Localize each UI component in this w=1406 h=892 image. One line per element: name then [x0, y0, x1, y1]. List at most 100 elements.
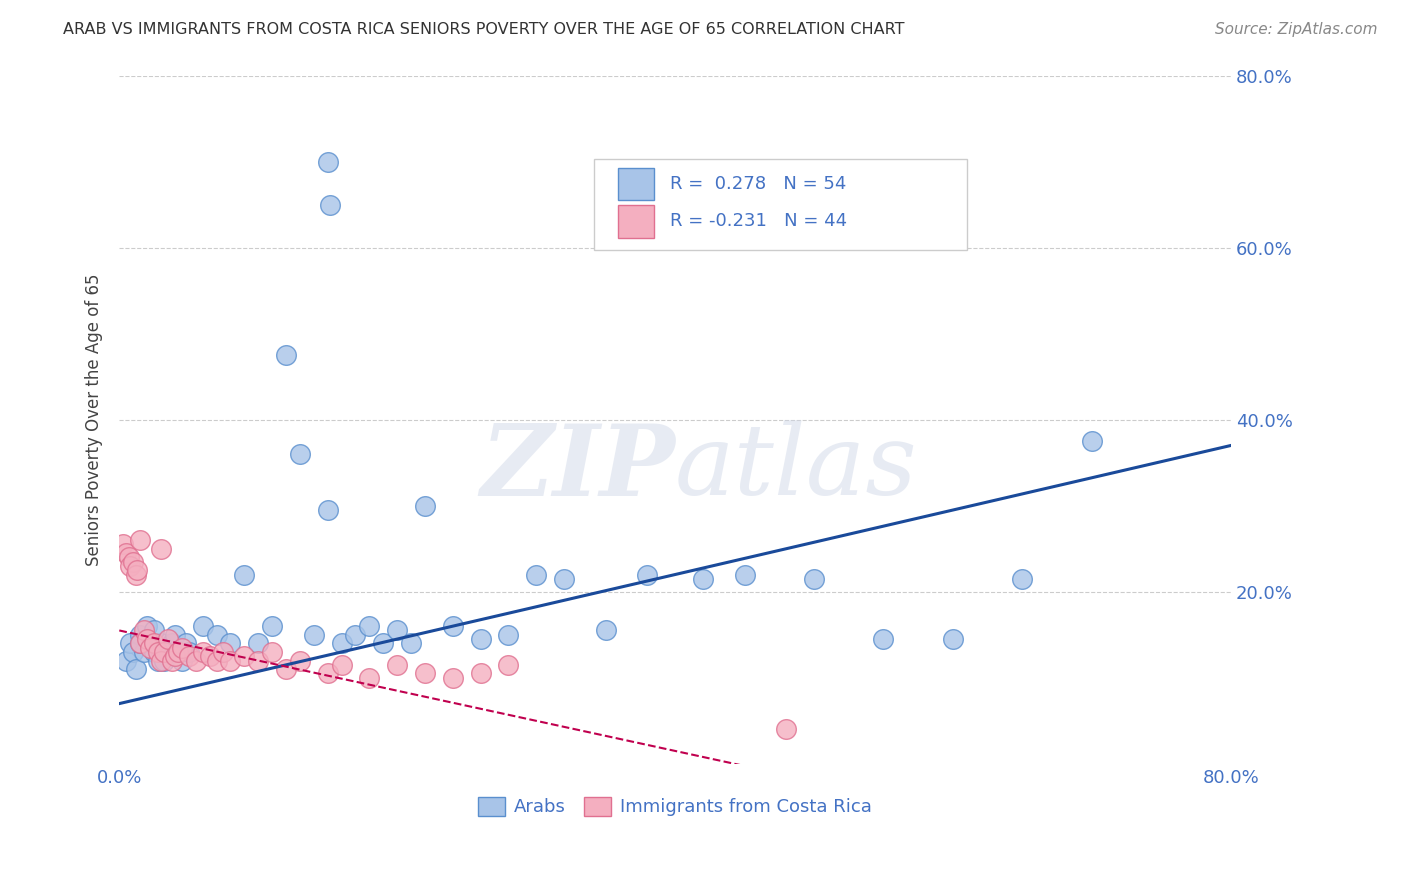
Point	[129, 636, 152, 650]
Text: R =  0.278   N = 54: R = 0.278 N = 54	[669, 175, 846, 194]
Point	[316, 666, 339, 681]
Point	[274, 662, 297, 676]
Point	[136, 632, 159, 646]
Point	[330, 636, 353, 650]
Point	[125, 567, 148, 582]
Point	[274, 348, 297, 362]
Point	[302, 628, 325, 642]
Point	[288, 654, 311, 668]
Point	[143, 645, 166, 659]
Point	[148, 645, 170, 659]
Point	[524, 567, 547, 582]
Point	[205, 654, 228, 668]
Point	[163, 649, 186, 664]
Point	[122, 555, 145, 569]
Point	[734, 567, 756, 582]
Point	[143, 624, 166, 638]
Point	[775, 723, 797, 737]
Point	[373, 636, 395, 650]
Point	[143, 636, 166, 650]
Point	[595, 624, 617, 638]
Point	[160, 654, 183, 668]
Point	[498, 657, 520, 672]
Point	[136, 619, 159, 633]
Point	[163, 628, 186, 642]
Point	[184, 654, 207, 668]
Point	[149, 654, 172, 668]
Point	[385, 624, 408, 638]
FancyBboxPatch shape	[619, 168, 654, 201]
Text: atlas: atlas	[675, 420, 918, 516]
Text: ZIP: ZIP	[479, 419, 675, 516]
Point	[122, 645, 145, 659]
Point	[156, 645, 179, 659]
Point	[156, 632, 179, 646]
Point	[115, 654, 138, 668]
Point	[177, 645, 200, 659]
Point	[1011, 572, 1033, 586]
Point	[212, 645, 235, 659]
Point	[233, 567, 256, 582]
Legend: Arabs, Immigrants from Costa Rica: Arabs, Immigrants from Costa Rica	[471, 789, 879, 823]
Point	[288, 447, 311, 461]
Point	[127, 563, 149, 577]
Point	[129, 533, 152, 548]
Point	[129, 628, 152, 642]
Point	[118, 550, 141, 565]
Point	[399, 636, 422, 650]
Point	[330, 657, 353, 672]
Point	[112, 537, 135, 551]
Point	[139, 640, 162, 655]
Point	[148, 654, 170, 668]
Point	[149, 636, 172, 650]
Point	[316, 503, 339, 517]
Y-axis label: Seniors Poverty Over the Age of 65: Seniors Poverty Over the Age of 65	[86, 274, 103, 566]
Point	[441, 671, 464, 685]
Point	[262, 645, 284, 659]
Point	[942, 632, 965, 646]
Point	[262, 619, 284, 633]
Point	[413, 499, 436, 513]
Point	[247, 654, 270, 668]
Point	[152, 645, 174, 659]
Point	[344, 628, 367, 642]
Point	[115, 546, 138, 560]
Point	[233, 649, 256, 664]
Point	[191, 645, 214, 659]
Text: Source: ZipAtlas.com: Source: ZipAtlas.com	[1215, 22, 1378, 37]
Point	[120, 558, 142, 573]
Point	[125, 662, 148, 676]
Point	[191, 619, 214, 633]
Text: ARAB VS IMMIGRANTS FROM COSTA RICA SENIORS POVERTY OVER THE AGE OF 65 CORRELATIO: ARAB VS IMMIGRANTS FROM COSTA RICA SENIO…	[63, 22, 905, 37]
Point	[319, 197, 342, 211]
Point	[174, 636, 197, 650]
Point	[498, 628, 520, 642]
Point	[359, 671, 381, 685]
Point	[160, 636, 183, 650]
Point	[170, 640, 193, 655]
Point	[553, 572, 575, 586]
Point	[205, 628, 228, 642]
Point	[872, 632, 894, 646]
Point	[120, 636, 142, 650]
Point	[152, 654, 174, 668]
Point	[316, 154, 339, 169]
Point	[166, 645, 188, 659]
Point	[1081, 434, 1104, 449]
Point	[247, 636, 270, 650]
Point	[470, 666, 492, 681]
Point	[385, 657, 408, 672]
Point	[129, 636, 152, 650]
Point	[134, 624, 156, 638]
Point	[219, 636, 242, 650]
Point	[441, 619, 464, 633]
Point	[177, 649, 200, 664]
Point	[413, 666, 436, 681]
Text: R = -0.231   N = 44: R = -0.231 N = 44	[669, 212, 846, 230]
Point	[359, 619, 381, 633]
Point	[803, 572, 825, 586]
Point	[692, 572, 714, 586]
Point	[636, 567, 658, 582]
Point	[219, 654, 242, 668]
Point	[166, 645, 188, 659]
